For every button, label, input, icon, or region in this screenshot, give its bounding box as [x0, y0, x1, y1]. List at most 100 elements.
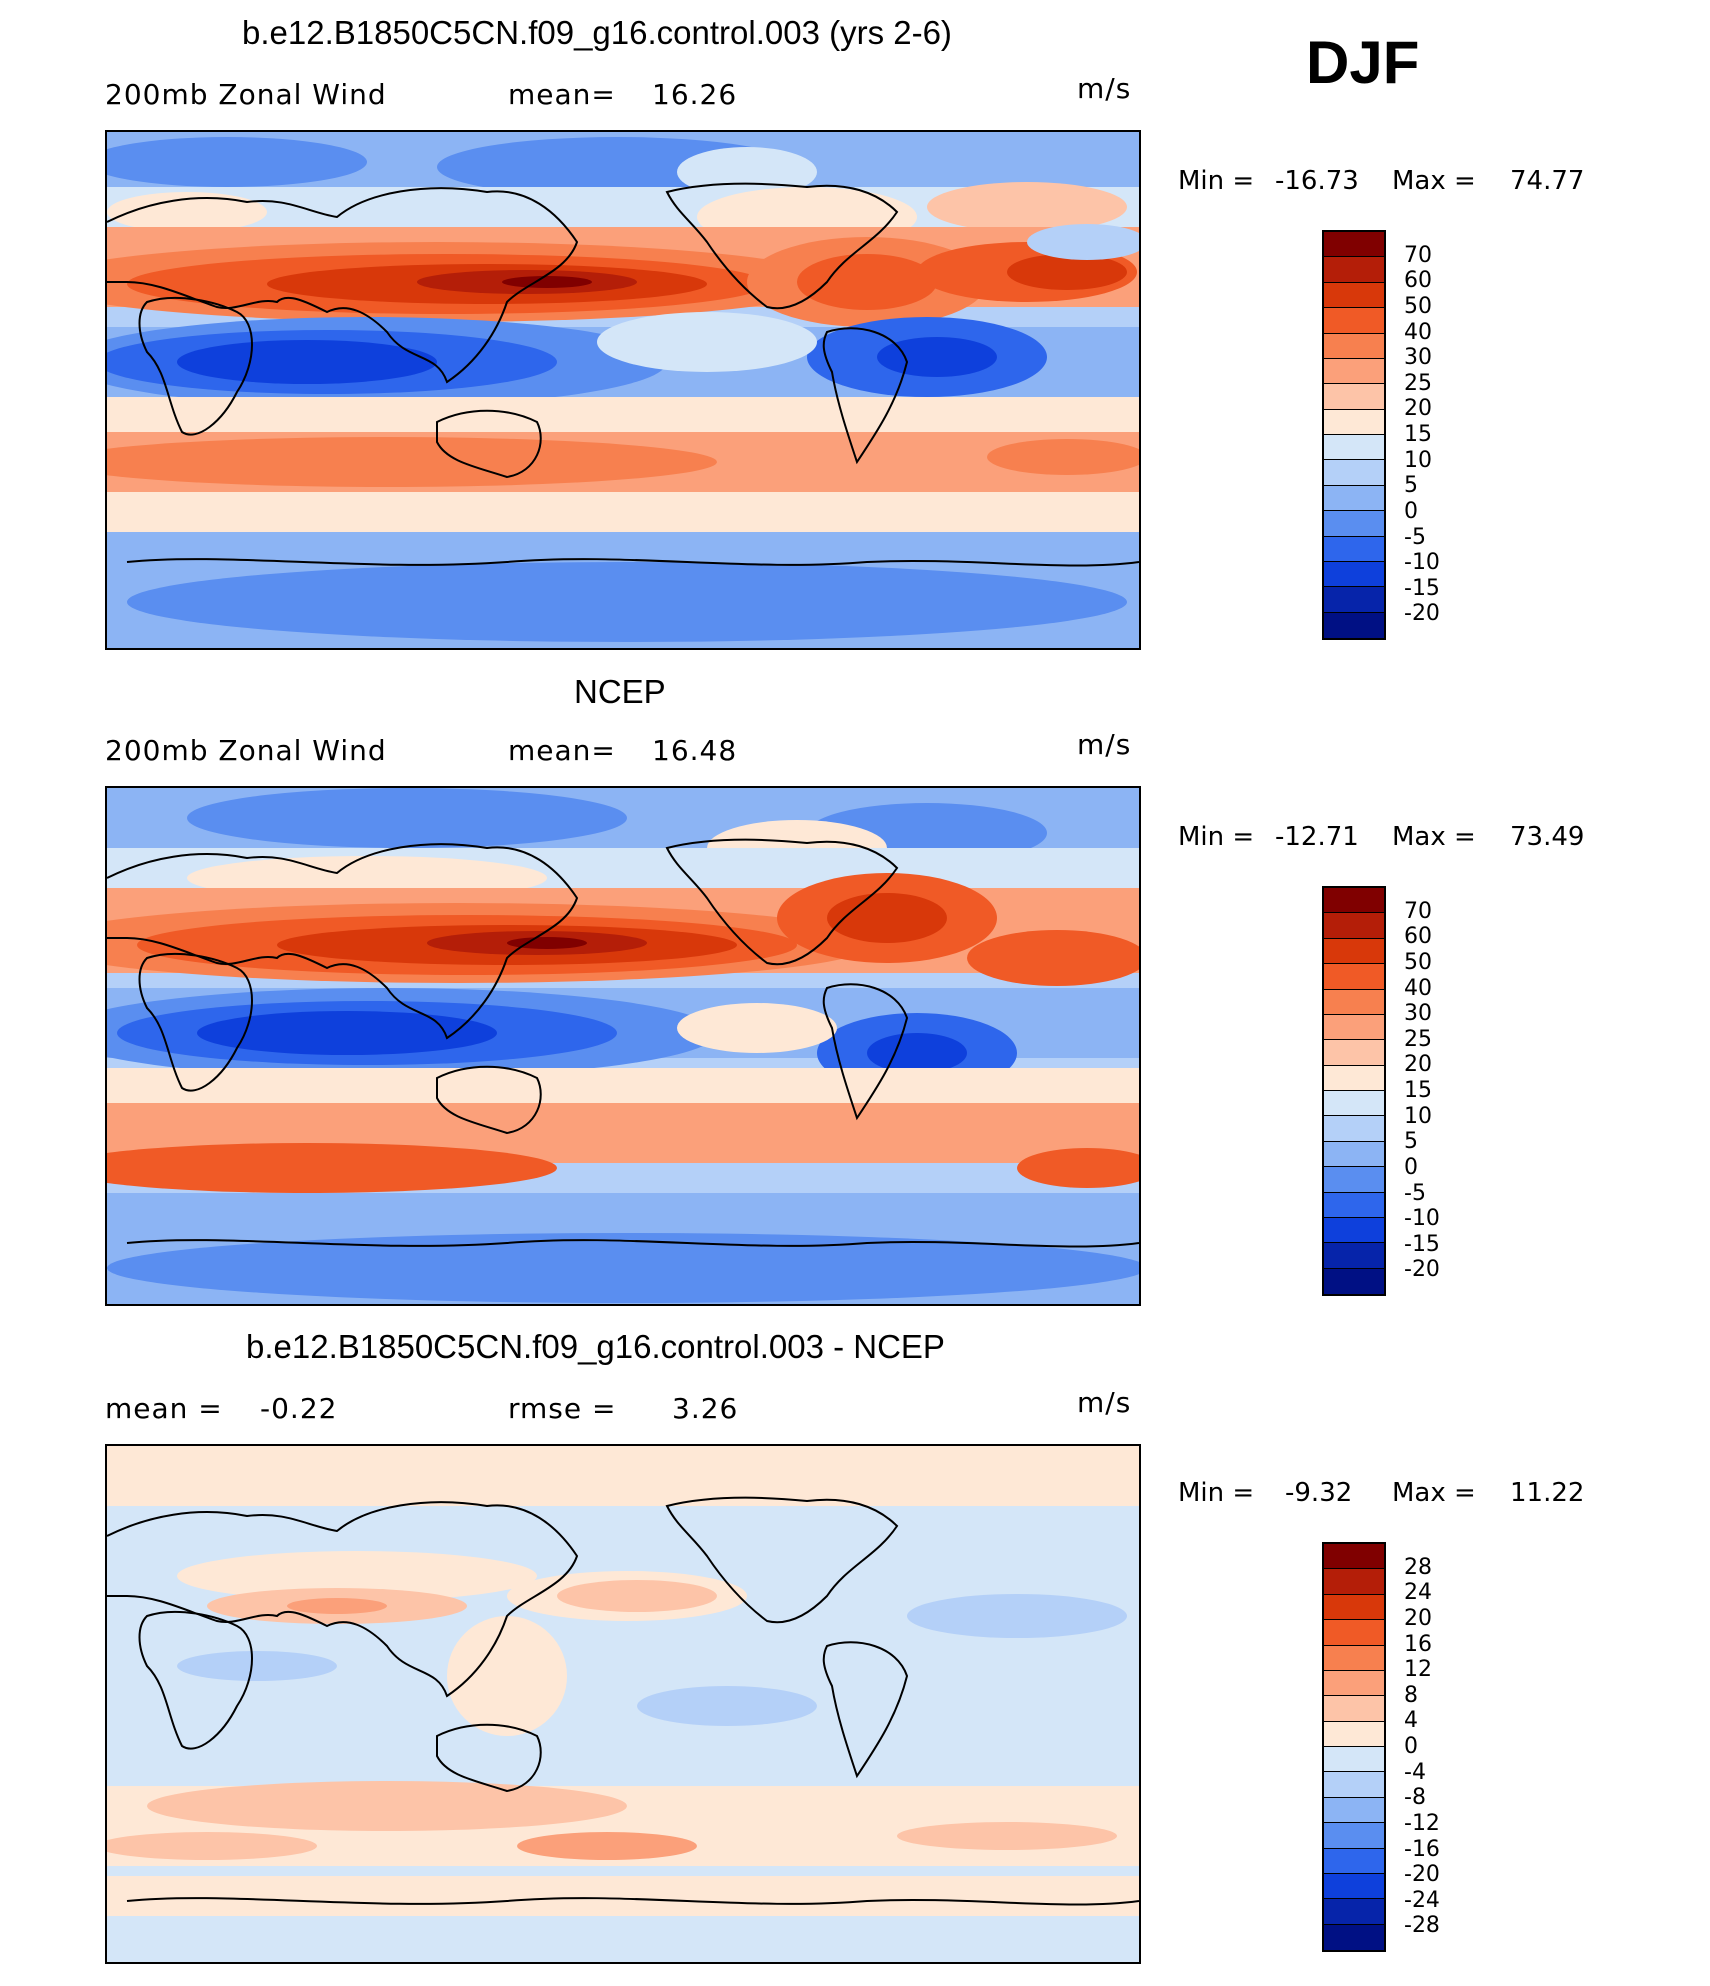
panel1-title: b.e12.B1850C5CN.f09_g16.control.003 (yrs… [242, 14, 952, 51]
colorbar-tick-label: 8 [1404, 1682, 1418, 1708]
colorbar-tick-label: 20 [1404, 396, 1432, 422]
colorbar-swatch [1324, 1620, 1384, 1646]
panel2-units: m/s [1077, 728, 1132, 761]
colorbar-swatch [1324, 1014, 1384, 1041]
colorbar-tick-label: -10 [1404, 1206, 1440, 1232]
colorbar-tick-label: 50 [1404, 293, 1432, 319]
colorbar-tick-label: 40 [1404, 975, 1432, 1001]
colorbar-swatch [1324, 888, 1384, 914]
colorbar-tick-label: -4 [1404, 1759, 1426, 1785]
colorbar-swatch [1324, 435, 1384, 461]
colorbar-swatch [1324, 1217, 1384, 1244]
colorbar-swatch [1324, 1823, 1384, 1849]
panel3-min-label: Min = [1178, 1478, 1255, 1508]
colorbar-swatch [1324, 1721, 1384, 1747]
colorbar-swatch [1324, 1141, 1384, 1168]
colorbar-swatch [1324, 1899, 1384, 1925]
panel2-min-value: -12.71 [1275, 822, 1359, 852]
colorbar-swatch [1324, 1594, 1384, 1621]
panel1-variable-label: 200mb Zonal Wind [105, 78, 387, 111]
colorbar-tick-label: 70 [1404, 242, 1432, 268]
panel1-colorbar [1322, 230, 1386, 640]
colorbar-swatch [1324, 1645, 1384, 1671]
colorbar-tick-label: 20 [1404, 1052, 1432, 1078]
colorbar-swatch [1324, 561, 1384, 588]
season-label: DJF [1306, 29, 1420, 96]
colorbar-tick-label: 60 [1404, 924, 1432, 950]
colorbar-swatch [1324, 1873, 1384, 1900]
colorbar-tick-label: 70 [1404, 898, 1432, 924]
colorbar-swatch [1324, 485, 1384, 512]
colorbar-tick-label: 4 [1404, 1708, 1418, 1734]
colorbar-tick-label: 15 [1404, 1078, 1432, 1103]
colorbar-tick-label: 25 [1404, 370, 1432, 396]
colorbar-tick-label: 10 [1404, 1103, 1432, 1129]
colorbar-tick-label: -24 [1404, 1887, 1440, 1913]
colorbar-tick-label: 12 [1404, 1657, 1432, 1683]
colorbar-swatch [1324, 1116, 1384, 1142]
panel2-max-value: 73.49 [1510, 822, 1585, 852]
colorbar-swatch [1324, 1924, 1384, 1950]
colorbar-tick-label: 30 [1404, 345, 1432, 371]
colorbar-tick-label: -8 [1404, 1785, 1426, 1811]
colorbar-tick-label: -16 [1404, 1836, 1440, 1862]
colorbar-swatch [1324, 1544, 1384, 1570]
colorbar-tick-label: 50 [1404, 949, 1432, 975]
panel2-mean-label: mean= [508, 734, 616, 767]
panel2-title: NCEP [574, 673, 666, 710]
colorbar-swatch [1324, 1747, 1384, 1773]
colorbar-swatch [1324, 232, 1384, 258]
colorbar-tick-label: 30 [1404, 1001, 1432, 1027]
panel3-colorbar [1322, 1542, 1386, 1952]
colorbar-swatch [1324, 612, 1384, 638]
panel3-max-label: Max = [1392, 1478, 1476, 1508]
colorbar-swatch [1324, 1167, 1384, 1193]
panel1-map [105, 130, 1141, 650]
colorbar-tick-label: 60 [1404, 268, 1432, 294]
colorbar-swatch [1324, 587, 1384, 613]
panel1-min-label: Min = [1178, 166, 1255, 196]
colorbar-tick-label: 25 [1404, 1026, 1432, 1052]
colorbar-swatch [1324, 1243, 1384, 1269]
panel2-mean-value: 16.48 [652, 734, 738, 767]
colorbar-swatch [1324, 1065, 1384, 1091]
colorbar-swatch [1324, 1772, 1384, 1798]
colorbar-swatch [1324, 282, 1384, 309]
colorbar-swatch [1324, 1268, 1384, 1294]
panel2-max-label: Max = [1392, 822, 1476, 852]
colorbar-tick-label: 28 [1404, 1554, 1432, 1580]
colorbar-tick-label: 40 [1404, 319, 1432, 345]
colorbar-tick-label: -28 [1404, 1913, 1440, 1939]
colorbar-swatch [1324, 409, 1384, 435]
colorbar-swatch [1324, 1569, 1384, 1595]
colorbar-swatch [1324, 1670, 1384, 1697]
colorbar-tick-label: 0 [1404, 1154, 1418, 1180]
panel3-rmse-label: rmse = [508, 1392, 617, 1425]
colorbar-tick-label: -20 [1404, 601, 1440, 627]
colorbar-swatch [1324, 1040, 1384, 1066]
panel2-map [105, 786, 1141, 1306]
colorbar-swatch [1324, 384, 1384, 410]
colorbar-tick-label: 0 [1404, 1734, 1418, 1759]
colorbar-tick-label: -12 [1404, 1810, 1440, 1836]
panel3-max-value: 11.22 [1510, 1478, 1585, 1508]
colorbar-swatch [1324, 333, 1384, 359]
colorbar-swatch [1324, 1696, 1384, 1722]
colorbar-swatch [1324, 257, 1384, 283]
panel3-title: b.e12.B1850C5CN.f09_g16.control.003 - NC… [246, 1328, 945, 1365]
colorbar-tick-label: -20 [1404, 1862, 1440, 1888]
panel1-max-label: Max = [1392, 166, 1476, 196]
panel1-mean-label: mean= [508, 78, 616, 111]
panel3-rmse-value: 3.26 [672, 1392, 739, 1425]
colorbar-swatch [1324, 308, 1384, 334]
colorbar-tick-label: -5 [1404, 524, 1426, 550]
colorbar-swatch [1324, 536, 1384, 562]
colorbar-swatch [1324, 938, 1384, 965]
colorbar-tick-label: -20 [1404, 1257, 1440, 1283]
panel3-map [105, 1444, 1141, 1964]
panel3-units: m/s [1077, 1386, 1132, 1419]
panel2-min-label: Min = [1178, 822, 1255, 852]
colorbar-tick-label: 15 [1404, 422, 1432, 447]
colorbar-swatch [1324, 989, 1384, 1015]
panel1-min-value: -16.73 [1275, 166, 1359, 196]
